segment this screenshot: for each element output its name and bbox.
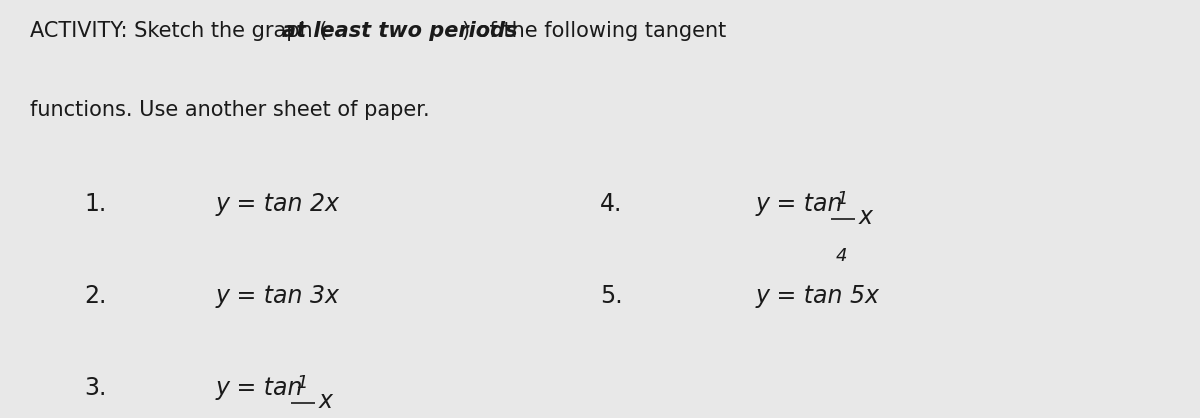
Text: x: x [858,205,872,229]
Text: y = tan: y = tan [216,376,304,400]
Text: y = tan: y = tan [756,192,844,216]
Text: 2.: 2. [84,284,107,308]
Text: y = tan 2x: y = tan 2x [216,192,340,216]
Text: 4.: 4. [600,192,623,216]
Text: 4: 4 [835,247,847,265]
Text: ) of the following tangent: ) of the following tangent [462,21,726,41]
Text: at least two periods: at least two periods [282,21,517,41]
Text: y = tan 5x: y = tan 5x [756,284,880,308]
Text: 1.: 1. [84,192,107,216]
Text: y = tan 3x: y = tan 3x [216,284,340,308]
Text: 5.: 5. [600,284,623,308]
Text: 1: 1 [295,374,307,392]
Text: 1: 1 [835,190,847,208]
Text: functions. Use another sheet of paper.: functions. Use another sheet of paper. [30,100,430,120]
Text: 3.: 3. [84,376,107,400]
Text: ACTIVITY: Sketch the graph (: ACTIVITY: Sketch the graph ( [30,21,328,41]
Text: x: x [318,389,332,413]
